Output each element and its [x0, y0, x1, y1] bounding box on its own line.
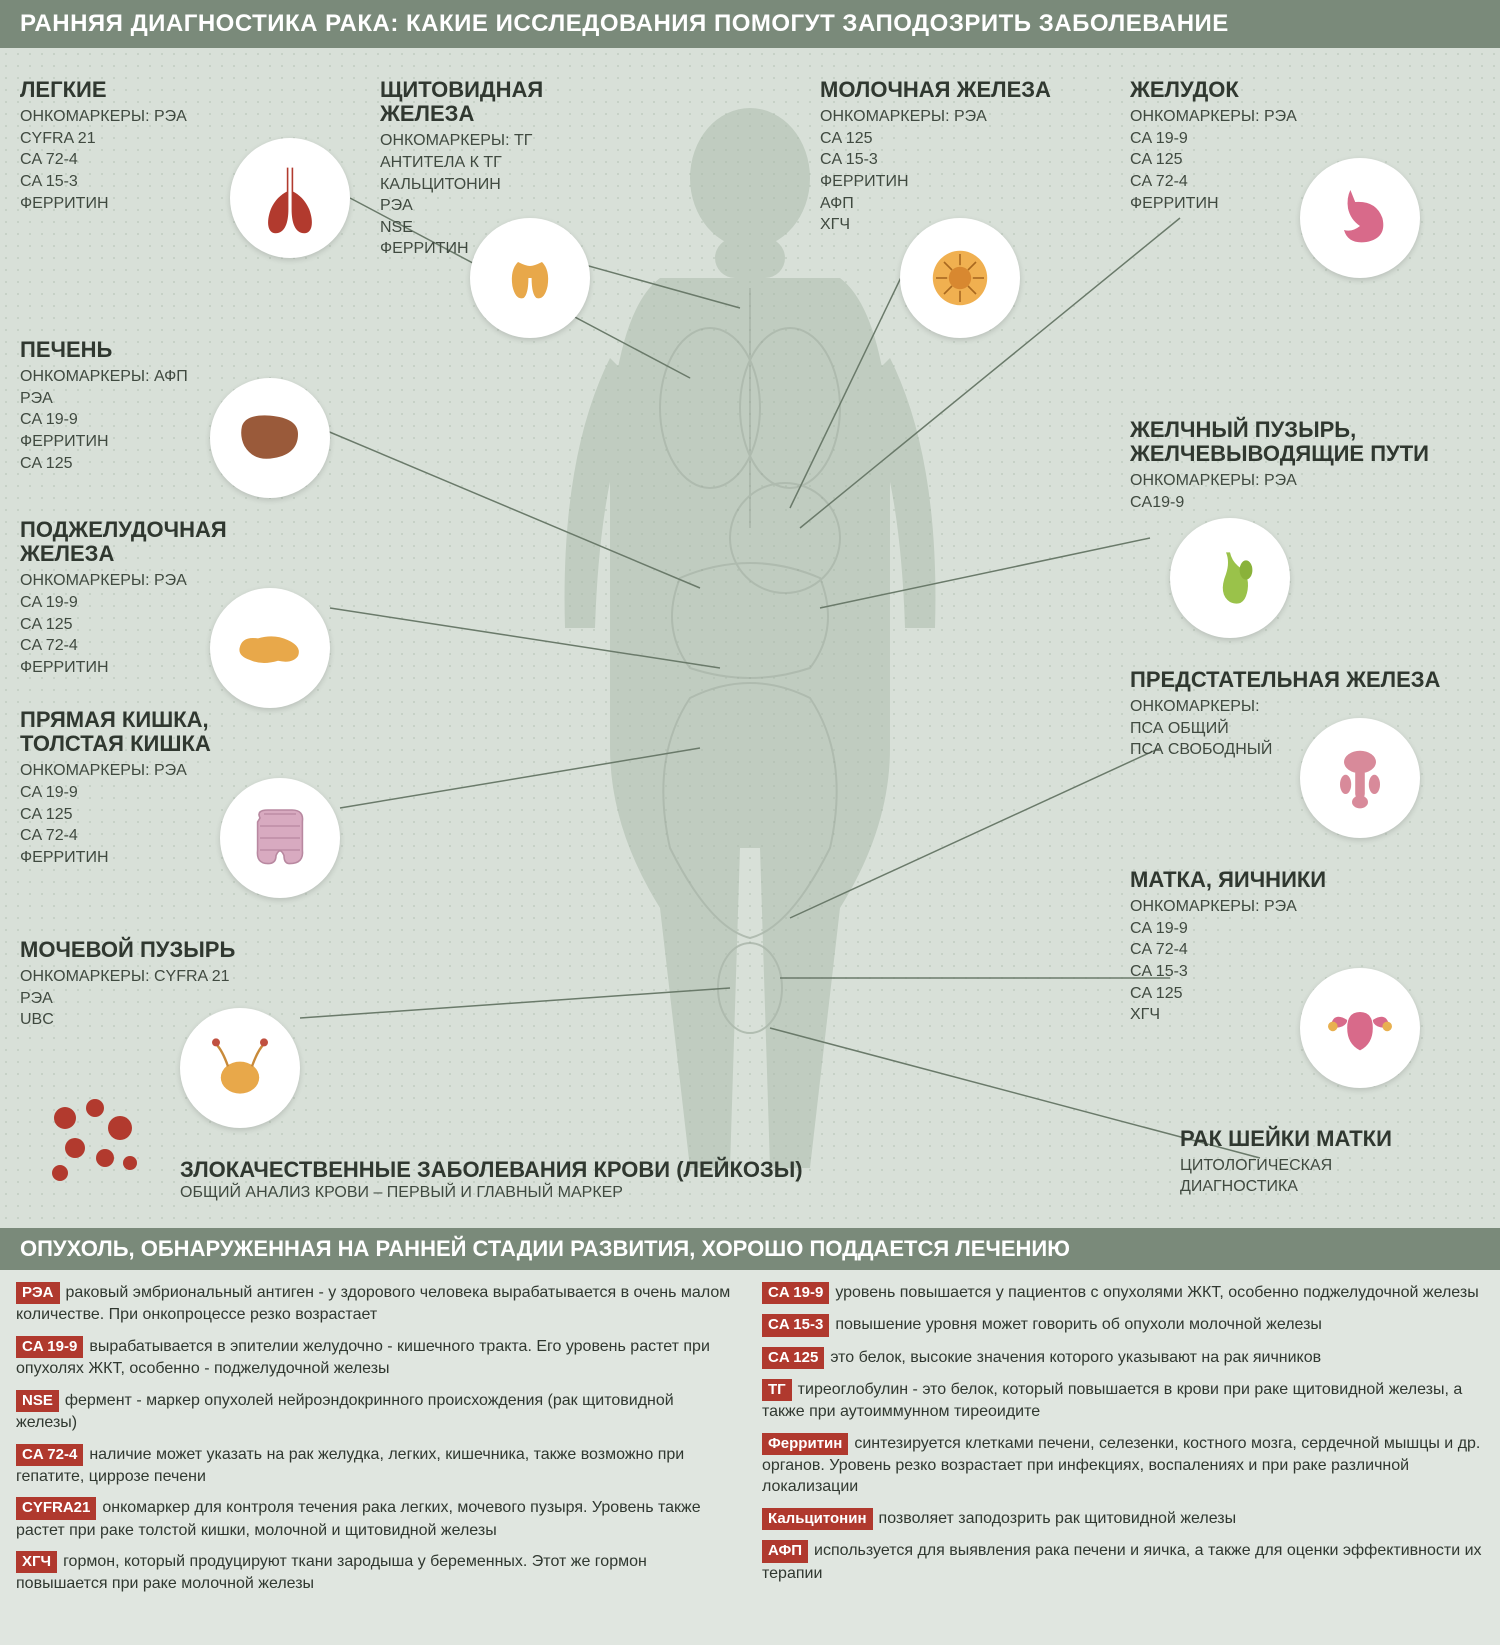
legend-row: CYFRA21онкомаркер для контроля течения р…	[16, 1497, 738, 1541]
legend-row: CA 72-4наличие может указать на рак желу…	[16, 1444, 738, 1488]
stomach-icon	[1300, 158, 1420, 278]
marker-tag: CYFRA21	[16, 1497, 96, 1519]
uterus-icon	[1300, 968, 1420, 1088]
organ-title: МАТКА, ЯИЧНИКИ	[1130, 868, 1420, 892]
organ-title: ЖЕЛЧНЫЙ ПУЗЫРЬ,ЖЕЛЧЕВЫВОДЯЩИЕ ПУТИ	[1130, 418, 1470, 466]
organ-gallbladder: ЖЕЛЧНЫЙ ПУЗЫРЬ,ЖЕЛЧЕВЫВОДЯЩИЕ ПУТИ ОНКОМ…	[1130, 418, 1470, 514]
organ-title: МОЧЕВОЙ ПУЗЫРЬ	[20, 938, 310, 962]
organ-title: ЩИТОВИДНАЯ ЖЕЛЕЗА	[380, 78, 640, 126]
blood-icon	[40, 1088, 150, 1198]
diagram-area: ЛЕГКИЕ ОНКОМАРКЕРЫ: РЭАCYFRA 21CA 72-4CA…	[0, 48, 1500, 1228]
infographic-page: РАННЯЯ ДИАГНОСТИКА РАКА: КАКИЕ ИССЛЕДОВА…	[0, 0, 1500, 1645]
organ-sub: ОБЩИЙ АНАЛИЗ КРОВИ – ПЕРВЫЙ И ГЛАВНЫЙ МА…	[180, 1184, 1080, 1202]
legend-row: АФПиспользуется для выявления рака печен…	[762, 1540, 1484, 1584]
marker-tag: CA 19-9	[762, 1282, 829, 1304]
legend: РЭАраковый эмбриональный антиген - у здо…	[0, 1270, 1500, 1645]
lungs-icon	[230, 138, 350, 258]
marker-tag: Кальцитонин	[762, 1508, 873, 1530]
organ-title: ПОДЖЕЛУДОЧНАЯ ЖЕЛЕЗА	[20, 518, 310, 566]
prostate-icon	[1300, 718, 1420, 838]
liver-icon	[210, 378, 330, 498]
footer-title: ОПУХОЛЬ, ОБНАРУЖЕННАЯ НА РАННЕЙ СТАДИИ Р…	[0, 1228, 1500, 1270]
gallbladder-icon	[1170, 518, 1290, 638]
legend-row: CA 125это белок, высокие значения которо…	[762, 1347, 1484, 1369]
marker-tag: CA 15-3	[762, 1314, 829, 1336]
organ-title: ПРЯМАЯ КИШКА,ТОЛСТАЯ КИШКА	[20, 708, 310, 756]
thyroid-icon	[470, 218, 590, 338]
organ-markers: ОНКОМАРКЕРЫ: РЭАCA19-9	[1130, 470, 1470, 513]
legend-row: CA 15-3повышение уровня может говорить о…	[762, 1314, 1484, 1336]
marker-tag: CA 125	[762, 1347, 824, 1369]
marker-tag: РЭА	[16, 1282, 60, 1304]
header-title: РАННЯЯ ДИАГНОСТИКА РАКА: КАКИЕ ИССЛЕДОВА…	[0, 0, 1500, 48]
marker-tag: АФП	[762, 1540, 808, 1562]
organ-title: МОЛОЧНАЯ ЖЕЛЕЗА	[820, 78, 1080, 102]
organ-title: ЗЛОКАЧЕСТВЕННЫЕ ЗАБОЛЕВАНИЯ КРОВИ (ЛЕЙКО…	[180, 1157, 803, 1182]
organ-breast: МОЛОЧНАЯ ЖЕЛЕЗА ОНКОМАРКЕРЫ: РЭАCA 125CA…	[820, 78, 1080, 236]
legend-row: CA 19-9уровень повышается у пациентов с …	[762, 1282, 1484, 1304]
legend-row: ТГтиреоглобулин - это белок, который пов…	[762, 1379, 1484, 1423]
legend-left-col: РЭАраковый эмбриональный антиген - у здо…	[16, 1282, 738, 1605]
organ-title: ЖЕЛУДОК	[1130, 78, 1420, 102]
organ-blood: ЗЛОКАЧЕСТВЕННЫЕ ЗАБОЛЕВАНИЯ КРОВИ (ЛЕЙКО…	[180, 1158, 1080, 1202]
organ-title: ПРЕДСТАТЕЛЬНАЯ ЖЕЛЕЗА	[1130, 668, 1460, 692]
legend-right-col: CA 19-9уровень повышается у пациентов с …	[762, 1282, 1484, 1605]
marker-tag: CA 19-9	[16, 1336, 83, 1358]
breast-icon	[900, 218, 1020, 338]
marker-tag: ХГЧ	[16, 1551, 57, 1573]
organ-title: ПЕЧЕНЬ	[20, 338, 310, 362]
bladder-icon	[180, 1008, 300, 1128]
marker-tag: CA 72-4	[16, 1444, 83, 1466]
colon-icon	[220, 778, 340, 898]
organ-cervix: РАК ШЕЙКИ МАТКИ ЦИТОЛОГИЧЕСКАЯДИАГНОСТИК…	[1180, 1127, 1460, 1198]
organ-title: ЛЕГКИЕ	[20, 78, 310, 102]
legend-row: Кальцитонинпозволяет заподозрить рак щит…	[762, 1508, 1484, 1530]
marker-tag: Ферритин	[762, 1433, 848, 1455]
legend-row: CA 19-9вырабатывается в эпителии желудоч…	[16, 1336, 738, 1380]
marker-tag: NSE	[16, 1390, 59, 1412]
legend-row: ХГЧгормон, который продуцируют ткани зар…	[16, 1551, 738, 1595]
organ-title: РАК ШЕЙКИ МАТКИ	[1180, 1127, 1460, 1151]
legend-row: Ферритинсинтезируется клетками печени, с…	[762, 1433, 1484, 1498]
organ-markers: ЦИТОЛОГИЧЕСКАЯДИАГНОСТИКА	[1180, 1155, 1460, 1198]
legend-row: NSEфермент - маркер опухолей нейроэндокр…	[16, 1390, 738, 1434]
pancreas-icon	[210, 588, 330, 708]
organ-markers: ОНКОМАРКЕРЫ: РЭАCA 125CA 15-3ФЕРРИТИНАФП…	[820, 106, 1080, 236]
marker-tag: ТГ	[762, 1379, 792, 1401]
legend-row: РЭАраковый эмбриональный антиген - у здо…	[16, 1282, 738, 1326]
